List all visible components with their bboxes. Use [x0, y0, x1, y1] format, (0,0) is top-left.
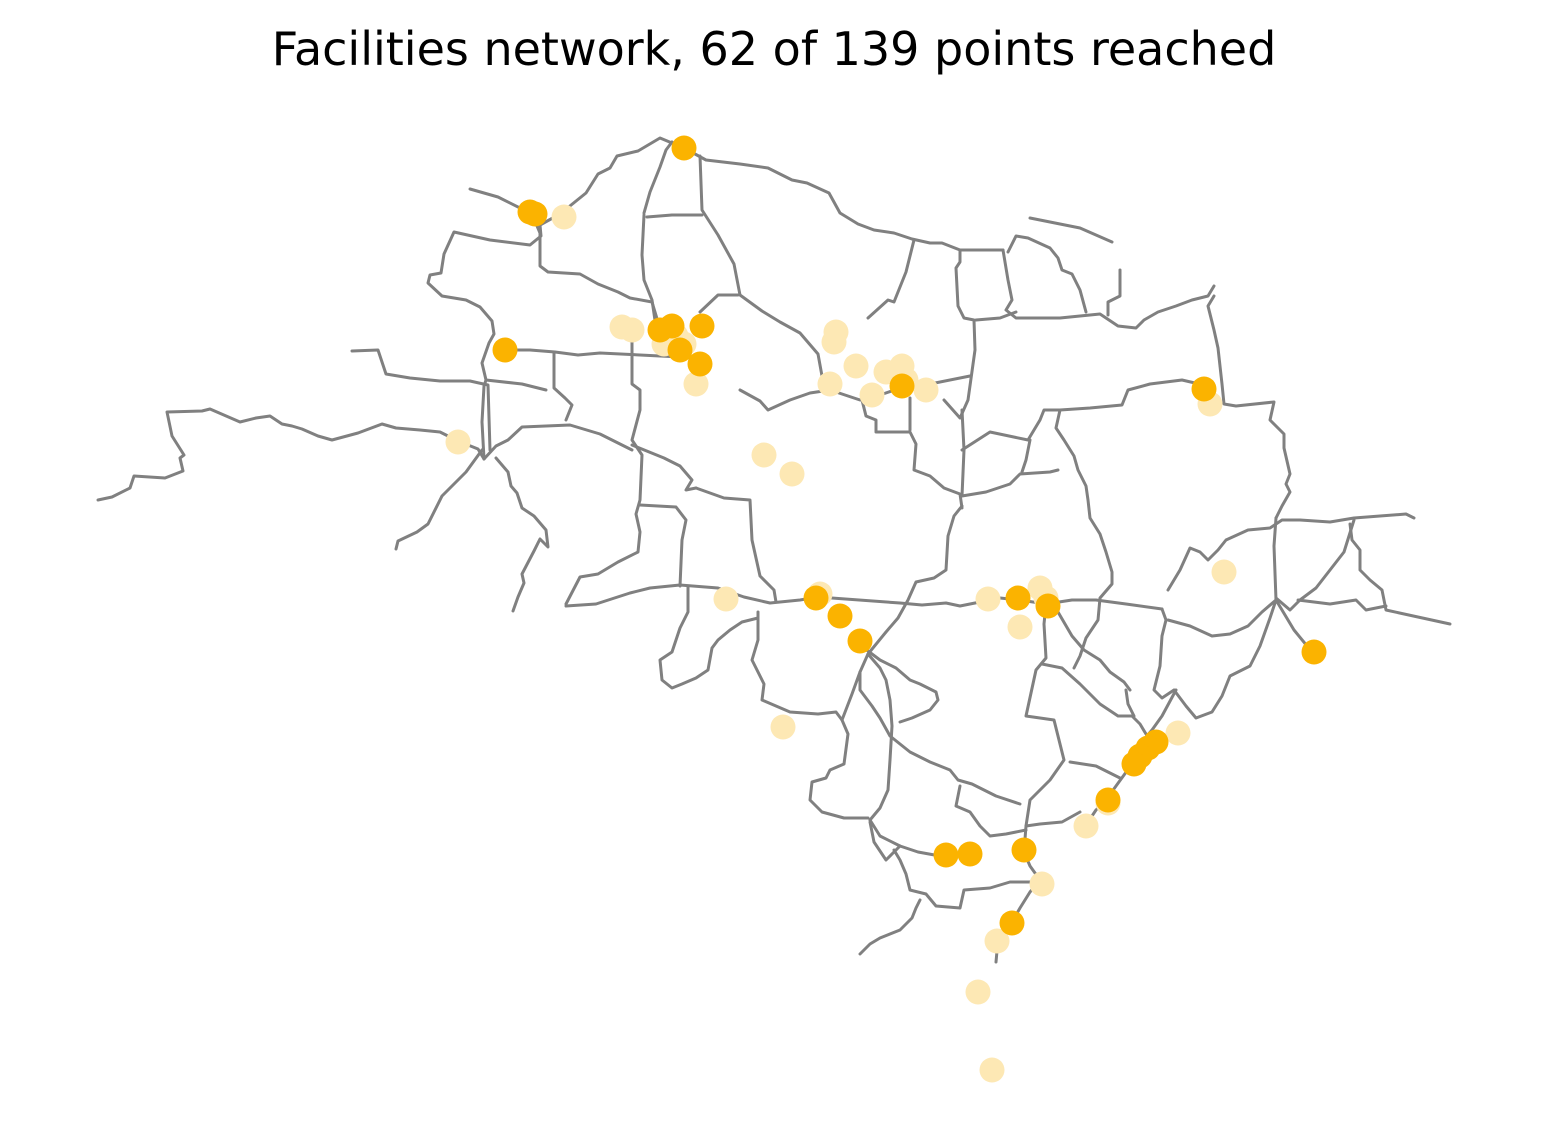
road-segment: [1040, 662, 1148, 736]
road-segment: [1166, 598, 1278, 638]
facility-point-reached: [1121, 751, 1147, 777]
road-segment: [858, 670, 1022, 806]
road-segment: [552, 350, 574, 422]
facility-point-reached: [1005, 585, 1031, 611]
facility-point-reached: [687, 351, 713, 377]
facility-point-unreached: [859, 382, 885, 408]
road-segment: [1006, 234, 1088, 314]
road-segment: [866, 652, 894, 822]
road-segment: [630, 443, 698, 492]
facility-point-reached: [689, 313, 715, 339]
road-segment: [860, 398, 964, 510]
road-segment: [1206, 294, 1292, 520]
road-segment: [503, 348, 702, 360]
road-segment: [1024, 810, 1082, 828]
road-segment: [1152, 516, 1278, 720]
road-segment: [1166, 512, 1416, 592]
road-segment: [642, 140, 674, 215]
facility-point-unreached: [1029, 871, 1055, 897]
facility-points: [445, 135, 1327, 1083]
road-segment: [484, 378, 548, 392]
facility-point-unreached: [984, 928, 1010, 954]
facility-point-unreached: [551, 204, 577, 230]
road-segment: [640, 213, 658, 329]
road-segment: [394, 448, 484, 551]
map-title: Facilities network, 62 of 139 points rea…: [271, 22, 1277, 76]
road-segment: [350, 348, 492, 452]
facility-point-reached: [659, 313, 685, 339]
road-segment: [1056, 610, 1132, 692]
road-segment: [694, 486, 778, 604]
facility-point-reached: [1191, 376, 1217, 402]
road-segment: [1001, 248, 1216, 330]
facility-point-reached: [1301, 639, 1327, 665]
facility-point-unreached: [683, 371, 709, 397]
road-segment: [426, 136, 1005, 461]
road-segment: [698, 293, 740, 314]
road-segment: [892, 848, 1042, 910]
facility-point-unreached: [1007, 614, 1033, 640]
facility-point-reached: [1011, 837, 1037, 863]
facility-point-unreached: [821, 329, 847, 355]
facility-point-unreached: [1211, 559, 1237, 585]
facility-point-reached: [957, 841, 983, 867]
road-segment: [960, 378, 1210, 452]
facility-point-unreached: [913, 377, 939, 403]
facility-point-unreached: [979, 1057, 1005, 1083]
road-network: [96, 136, 1452, 964]
facility-point-reached: [492, 337, 518, 363]
facility-point-reached: [522, 201, 548, 227]
road-segment: [1274, 518, 1356, 612]
road-segment: [954, 784, 1028, 838]
road-segment: [960, 408, 1060, 498]
facility-point-reached: [1035, 593, 1061, 619]
facility-point-reached: [667, 337, 693, 363]
facility-point-unreached: [843, 353, 869, 379]
road-segment: [1106, 268, 1122, 317]
road-segment: [1296, 598, 1388, 612]
facility-point-unreached: [1165, 720, 1191, 746]
road-segment: [96, 407, 460, 502]
facility-point-unreached: [817, 371, 843, 397]
road-segment: [564, 328, 644, 606]
road-segment: [1020, 438, 1032, 474]
facility-point-unreached: [713, 586, 739, 612]
road-segment: [866, 238, 916, 320]
road-segment: [1024, 602, 1066, 828]
road-segment: [1124, 688, 1136, 718]
facility-point-unreached: [779, 461, 805, 487]
facility-point-reached: [827, 603, 853, 629]
road-segment: [698, 154, 824, 378]
road-segment: [538, 231, 660, 324]
facility-point-unreached: [965, 979, 991, 1005]
facility-point-unreached: [445, 429, 471, 455]
facility-point-reached: [933, 842, 959, 868]
road-segment: [638, 503, 688, 588]
road-segment: [750, 610, 870, 820]
road-segment: [1028, 216, 1114, 244]
road-segment: [1068, 760, 1122, 780]
road-segment: [974, 310, 1018, 322]
facility-point-reached: [889, 373, 915, 399]
road-segment: [858, 643, 940, 724]
facility-point-unreached: [751, 442, 777, 468]
facility-point-unreached: [619, 317, 645, 343]
facility-point-reached: [1095, 787, 1121, 813]
facility-point-reached: [803, 585, 829, 611]
road-segment: [868, 820, 902, 862]
road-segment: [645, 213, 704, 219]
facility-point-reached: [671, 135, 697, 161]
road-segment: [858, 898, 922, 956]
road-segment: [1054, 408, 1114, 670]
road-segment: [494, 456, 550, 613]
road-segment: [564, 583, 1164, 611]
road-segment: [658, 584, 760, 690]
facility-point-unreached: [1073, 813, 1099, 839]
facility-point-unreached: [770, 714, 796, 740]
facility-point-reached: [999, 910, 1025, 936]
facility-point-reached: [847, 628, 873, 654]
facility-point-unreached: [975, 586, 1001, 612]
road-segment: [942, 248, 977, 420]
